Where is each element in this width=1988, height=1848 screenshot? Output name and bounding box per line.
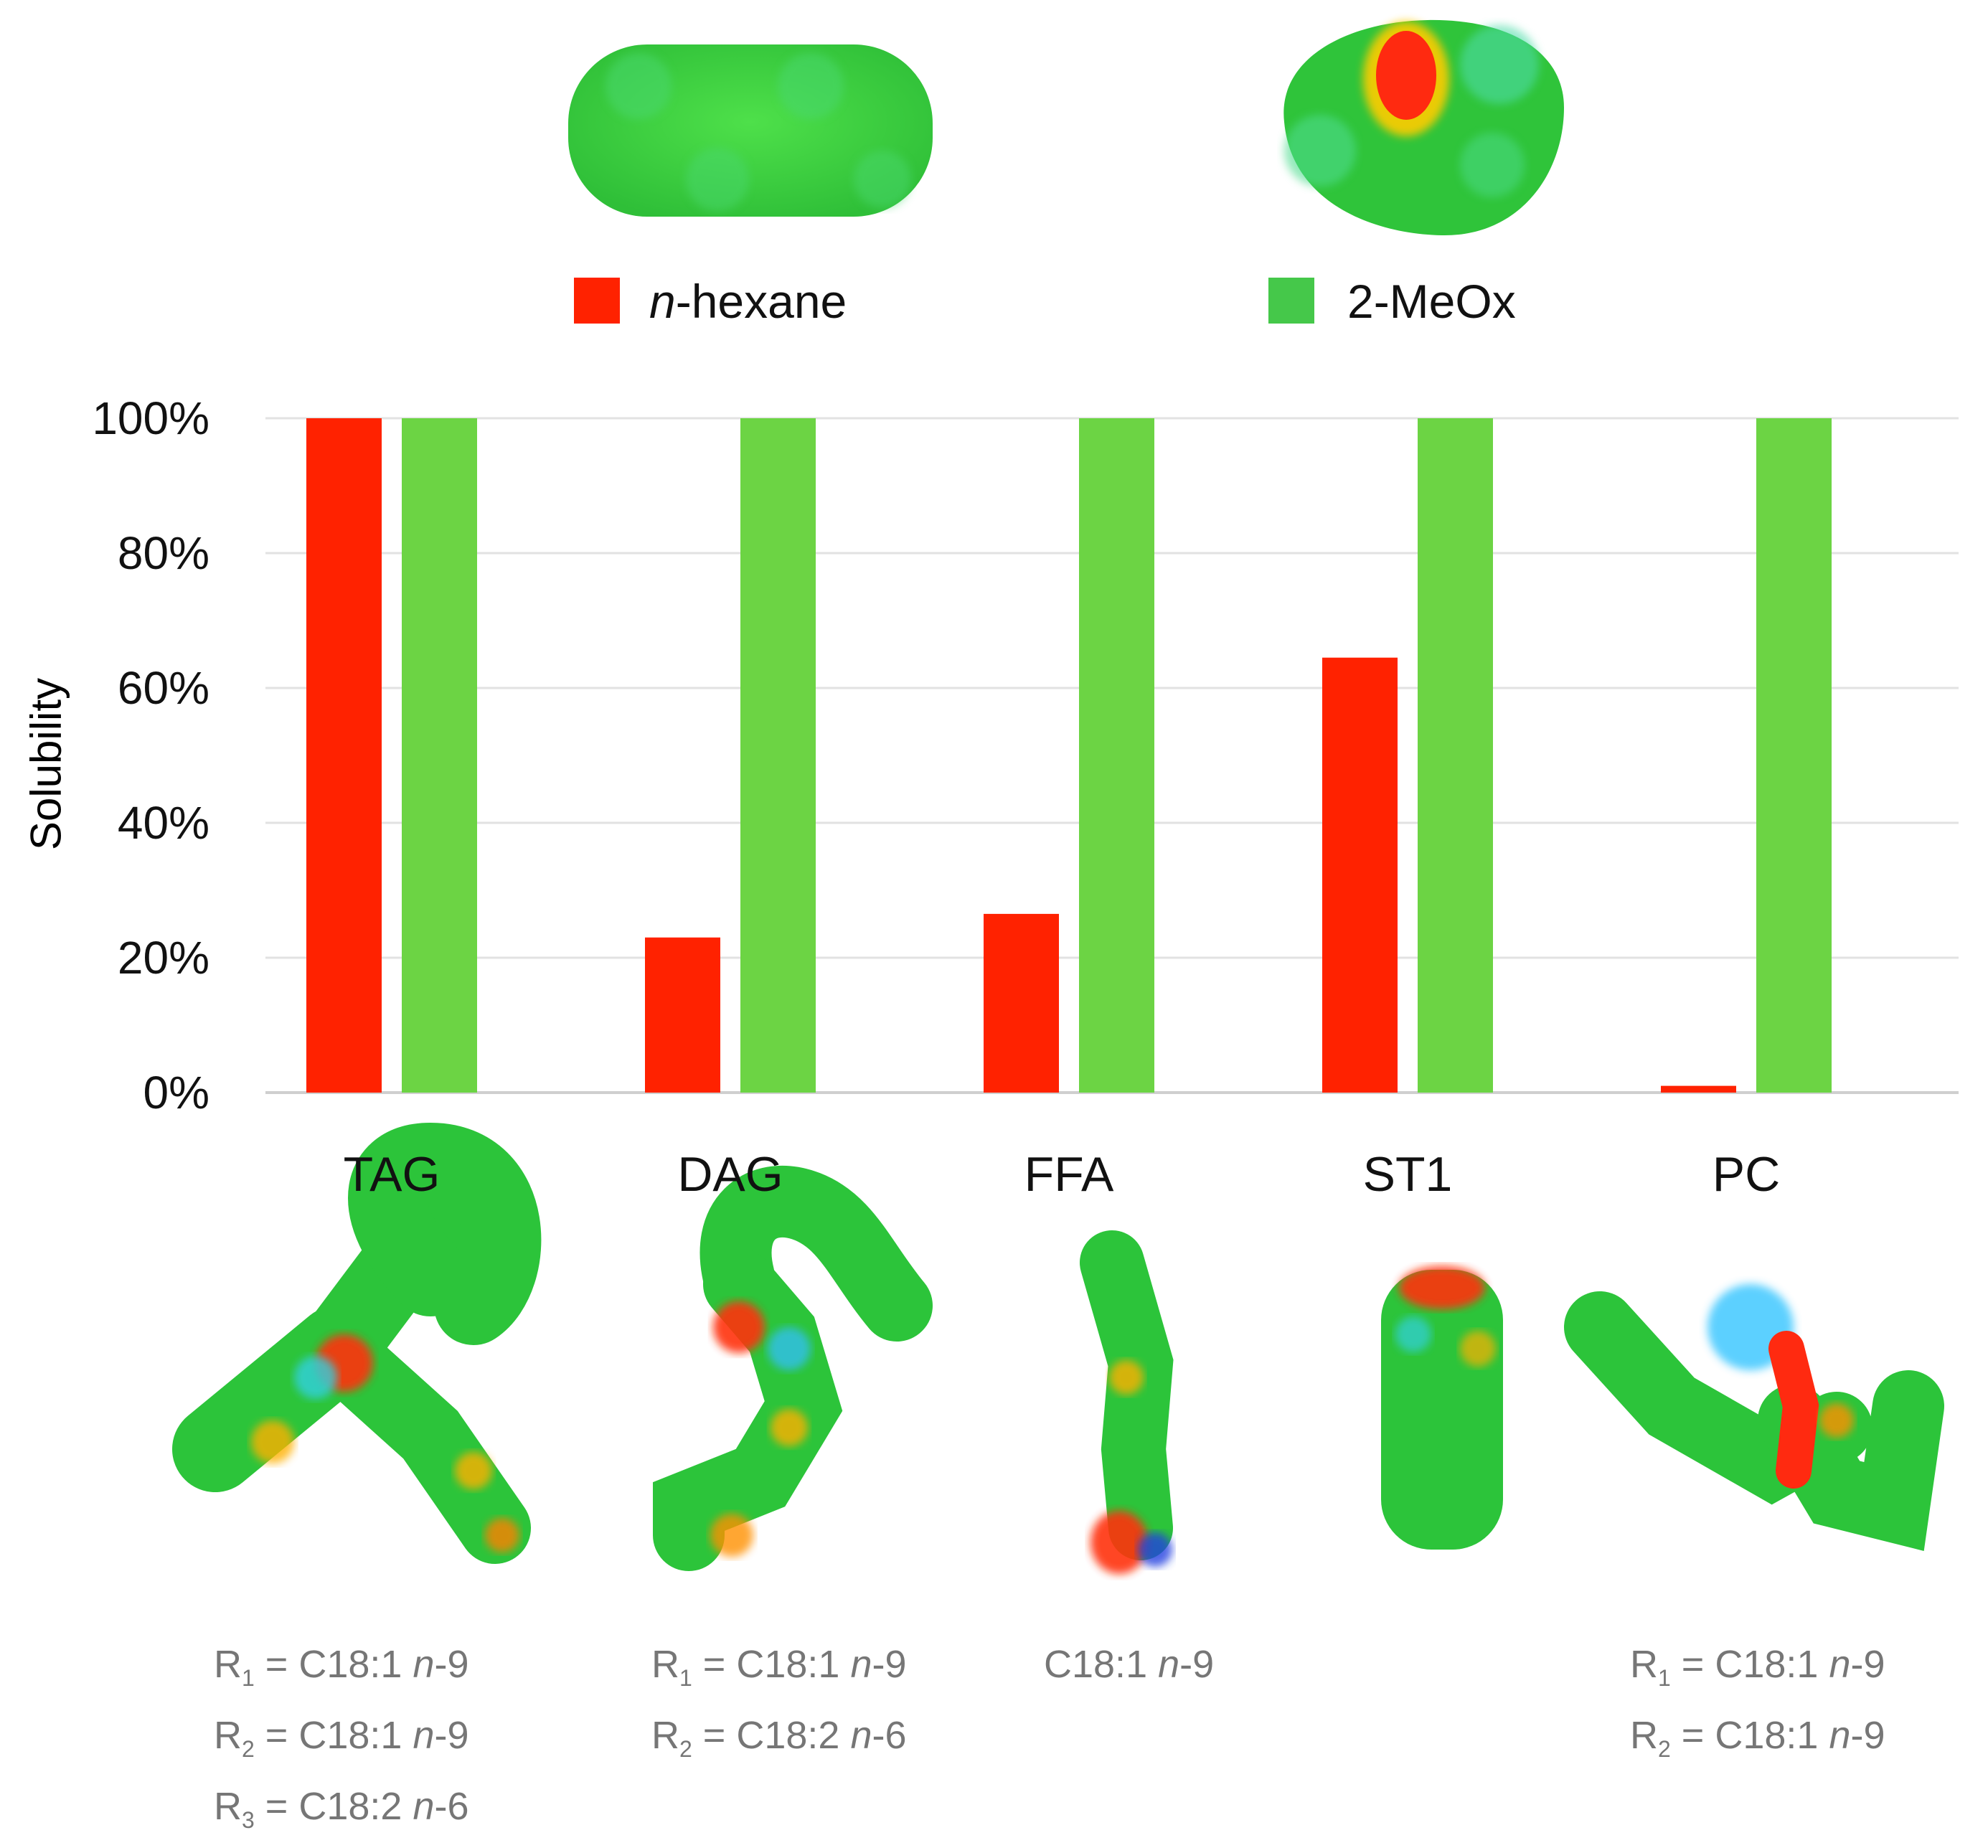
bar-ffa-2-meox xyxy=(1079,418,1154,1093)
solubility-bar-chart: 0% 20% 40% 60% 80% 100% TAG DAG FFA ST1 PC xyxy=(92,392,1959,1202)
note-line: R2 = C18:1 n-9 xyxy=(214,1713,469,1762)
bar-ffa-hexane xyxy=(984,913,1059,1093)
legend-label-hexane: n-hexane xyxy=(649,275,847,328)
dag-molecule-image xyxy=(653,1166,933,1571)
bar-dag-2-meox xyxy=(740,418,816,1093)
note-line: R1 = C18:1 n-9 xyxy=(1630,1643,1885,1691)
bar-st1-2-meox xyxy=(1418,418,1493,1093)
legend-swatch-hexane xyxy=(574,278,620,324)
x-tick-label: DAG xyxy=(677,1147,783,1202)
note-ffa: C18:1 n-9 xyxy=(1044,1636,1214,1693)
hexane-molecule-image xyxy=(568,44,933,217)
x-tick-label: TAG xyxy=(344,1147,441,1202)
legend-swatch-2-meox xyxy=(1268,278,1314,324)
x-tick-label: PC xyxy=(1713,1147,1780,1202)
note-dag: R1 = C18:1 n-9 R2 = C18:2 n-6 xyxy=(651,1636,907,1778)
x-tick-label: FFA xyxy=(1024,1147,1114,1202)
note-line: R3 = C18:2 n-6 xyxy=(214,1784,469,1833)
y-tick-label: 40% xyxy=(118,797,209,849)
note-line: C18:1 n-9 xyxy=(1044,1643,1215,1686)
y-tick-label: 100% xyxy=(92,392,209,444)
note-pc: R1 = C18:1 n-9 R2 = C18:1 n-9 xyxy=(1630,1636,1885,1778)
x-tick-label: ST1 xyxy=(1363,1147,1453,1202)
note-line: R2 = C18:2 n-6 xyxy=(651,1713,907,1762)
tag-molecule-image xyxy=(172,1122,542,1564)
bar-tag-hexane xyxy=(306,418,382,1093)
bar-st1-hexane xyxy=(1322,657,1398,1093)
bar-dag-hexane xyxy=(645,937,720,1093)
note-line: R1 = C18:1 n-9 xyxy=(214,1643,469,1691)
note-line: R1 = C18:1 n-9 xyxy=(651,1643,907,1691)
st1-molecule-image xyxy=(1381,1266,1503,1550)
pc-molecule-image xyxy=(1564,1284,1944,1551)
bar-tag-2-meox xyxy=(402,418,477,1093)
y-tick-label: 60% xyxy=(118,662,209,714)
2-meox-molecule-image xyxy=(1283,19,1564,236)
bar-pc-2-meox xyxy=(1756,418,1832,1093)
note-line: R2 = C18:1 n-9 xyxy=(1630,1713,1885,1762)
y-tick-label: 0% xyxy=(143,1067,210,1118)
legend-label-2-meox: 2-MeOx xyxy=(1347,275,1516,328)
bar-pc-hexane xyxy=(1661,1085,1736,1093)
y-tick-label: 20% xyxy=(118,932,209,984)
note-tag: R1 = C18:1 n-9 R2 = C18:1 n-9 R3 = C18:2 n… xyxy=(214,1636,469,1848)
y-tick-label: 80% xyxy=(118,527,209,579)
y-axis-label: Solubility xyxy=(22,677,70,851)
ffa-molecule-image xyxy=(1080,1230,1174,1574)
